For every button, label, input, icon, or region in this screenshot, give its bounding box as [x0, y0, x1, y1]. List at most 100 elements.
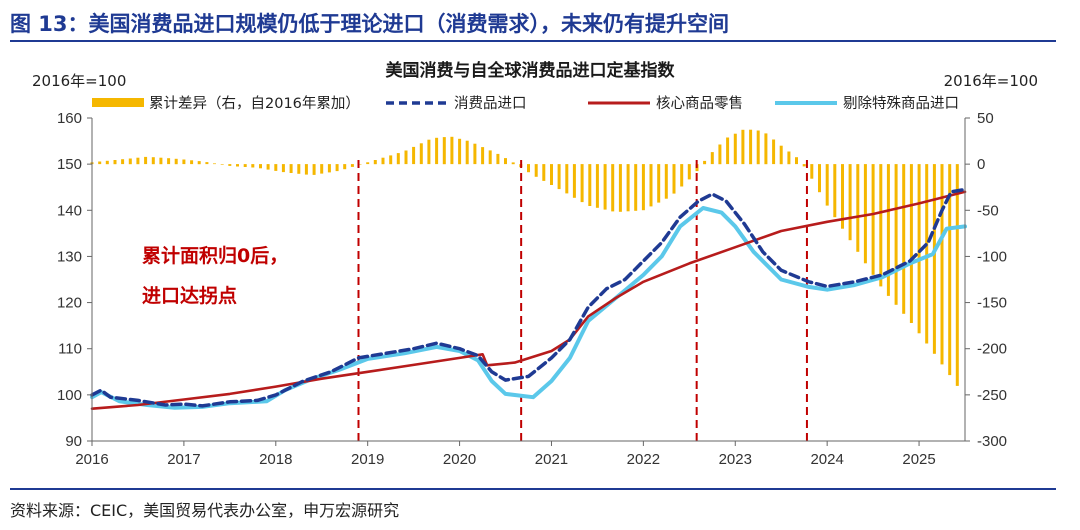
bar-mark — [595, 164, 599, 208]
bar-mark — [450, 136, 454, 165]
title-rule — [10, 40, 1056, 42]
bar-mark — [841, 164, 844, 229]
left-tick-label: 100 — [57, 387, 82, 404]
bar-mark — [396, 153, 400, 165]
bar-mark — [496, 153, 500, 165]
bar-mark — [381, 157, 385, 165]
left-tick-label: 120 — [57, 295, 82, 312]
left-tick-label: 90 — [65, 433, 82, 450]
right-tick-label: 0 — [977, 156, 985, 173]
bar-mark — [427, 139, 431, 165]
bar-mark — [136, 157, 140, 165]
bar-mark — [243, 164, 247, 167]
bar-mark — [197, 161, 201, 165]
bar-mark — [634, 164, 638, 211]
bar-mark — [320, 164, 324, 174]
bar-mark — [458, 138, 462, 165]
bar-mark — [802, 164, 806, 167]
bar-mark — [756, 130, 760, 165]
series-line-core-goods-retail — [90, 190, 967, 410]
bar-mark — [856, 164, 860, 252]
x-tick-label: 2017 — [167, 451, 200, 468]
bar-mark — [435, 137, 439, 165]
bar-mark — [228, 164, 232, 166]
bar-mark — [894, 164, 898, 305]
bar-mark — [236, 164, 239, 167]
x-tick-label: 2024 — [810, 451, 843, 468]
bar-mark — [151, 157, 155, 165]
x-tick-label: 2018 — [259, 451, 292, 468]
bar-mark — [902, 164, 906, 314]
bar-mark — [726, 137, 730, 165]
bar-mark — [948, 164, 952, 376]
bar-mark — [764, 133, 768, 165]
left-axis-unit: 2016年=100 — [32, 72, 126, 90]
legend-label-core-goods: 核心商品零售 — [656, 95, 743, 112]
bar-mark — [404, 150, 408, 165]
bar-mark — [664, 164, 668, 199]
bar-mark — [167, 158, 171, 165]
bar-mark — [527, 164, 530, 173]
bar-mark — [213, 163, 216, 165]
bar-mark — [649, 164, 653, 207]
bar-mark — [641, 164, 645, 211]
bar-mark — [190, 160, 194, 165]
bar-mark — [909, 164, 913, 323]
bar-mark — [871, 164, 875, 275]
bar-mark — [818, 164, 821, 193]
source-note: 资料来源：CEIC，美国贸易代表办公室，申万宏源研究 — [10, 501, 400, 520]
bar-mark — [955, 164, 959, 386]
right-tick-label: -250 — [977, 387, 1007, 404]
bar-mark — [465, 140, 469, 165]
bar-mark — [259, 164, 262, 169]
bar-mark — [251, 164, 255, 168]
bar-mark — [358, 164, 362, 165]
bar-mark — [128, 158, 132, 165]
legend-swatch-bars — [92, 98, 144, 107]
bar-mark — [205, 162, 209, 165]
right-tick-label: 50 — [977, 110, 994, 127]
bar-mark — [550, 164, 553, 185]
bar-mark — [863, 164, 867, 264]
bar-mark — [289, 164, 293, 173]
bar-mark — [618, 164, 622, 212]
bar-mark — [412, 146, 416, 165]
bar-mark — [687, 164, 691, 180]
bar-mark — [281, 164, 285, 173]
annotation-line-1: 累计面积归0后， — [142, 244, 288, 267]
bar-mark — [940, 164, 944, 365]
bar-mark — [312, 164, 316, 175]
bar-mark — [481, 147, 485, 165]
bar-mark — [710, 152, 714, 165]
left-tick-label: 160 — [57, 110, 82, 127]
bar-mark — [932, 164, 936, 354]
bar-mark — [848, 164, 852, 241]
legend-label-bars: 累计差异（右，自2016年累加） — [149, 95, 360, 112]
bar-mark — [419, 143, 423, 165]
bar-mark — [733, 133, 737, 165]
bar-mark — [389, 155, 393, 165]
bar-mark — [488, 150, 492, 165]
bar-mark — [879, 164, 883, 287]
left-tick-label: 130 — [57, 248, 82, 265]
bar-mark — [557, 164, 561, 190]
x-tick-label: 2023 — [719, 451, 752, 468]
legend-label-ex-special: 剔除特殊商品进口 — [843, 95, 959, 112]
chart-canvas: 美国消费与自全球消费品进口定基指数 2016年=100 2016年=100 累计… — [32, 60, 1038, 468]
series-line-consumer-imports — [90, 187, 967, 408]
bar-mark — [703, 160, 707, 165]
chart-title: 美国消费与自全球消费品进口定基指数 — [386, 60, 676, 81]
plot-area: 90 100 110 120 130 140 150 160 -300 -250 -200 -150 -… — [57, 110, 1007, 468]
x-tick-label: 2025 — [902, 451, 935, 468]
right-tick-label: -100 — [977, 248, 1007, 265]
chart-legend: 累计差异（右，自2016年累加） 消费品进口 核心商品零售 剔除特殊商品进口 — [92, 95, 959, 112]
bar-mark — [144, 156, 148, 165]
bar-mark — [504, 158, 507, 165]
bar-mark — [274, 164, 278, 171]
bar-mark — [350, 164, 354, 167]
bar-mark — [473, 143, 477, 165]
bar-mark — [304, 164, 308, 175]
bar-mark — [542, 164, 546, 181]
bar-mark — [98, 161, 102, 165]
bar-mark — [917, 164, 921, 334]
